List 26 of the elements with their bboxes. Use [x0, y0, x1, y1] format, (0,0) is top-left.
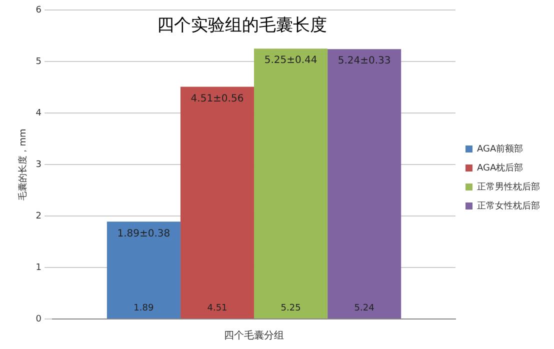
- x-tick-label: 四个毛囊分组: [224, 330, 284, 342]
- bar: [106, 222, 180, 318]
- y-axis-title: 毛囊的长度，mm: [18, 128, 29, 200]
- annotation: 5.24±0.33: [338, 56, 391, 67]
- y-tick-label: 0: [36, 314, 42, 324]
- annotation: 4.51±0.56: [190, 93, 244, 104]
- y-tick-label: 5: [36, 56, 42, 67]
- bar: [254, 48, 328, 318]
- annotation: 5.25±0.44: [264, 55, 318, 66]
- legend-label: 正常女性枕后部: [477, 200, 540, 212]
- data-label: 1.89: [134, 303, 154, 314]
- chart-title: 四个实验组的毛囊长度: [156, 15, 327, 36]
- legend-label: AGA枕后部: [477, 162, 524, 174]
- bar: [328, 49, 402, 318]
- y-tick-label: 3: [36, 160, 42, 170]
- bar: [180, 86, 254, 318]
- y-tick-label: 4: [36, 108, 42, 118]
- legend-label: 正常男性枕后部: [477, 181, 540, 192]
- y-tick-label: 6: [36, 5, 42, 16]
- y-tick-label: 2: [36, 211, 42, 222]
- data-label: 4.51: [207, 303, 228, 314]
- annotation: 1.89±0.38: [117, 228, 170, 240]
- y-tick-label: 1: [36, 262, 42, 273]
- data-label: 5.24: [354, 303, 375, 314]
- legend-label: AGA前额部: [477, 143, 524, 154]
- data-label: 5.25: [280, 303, 301, 314]
